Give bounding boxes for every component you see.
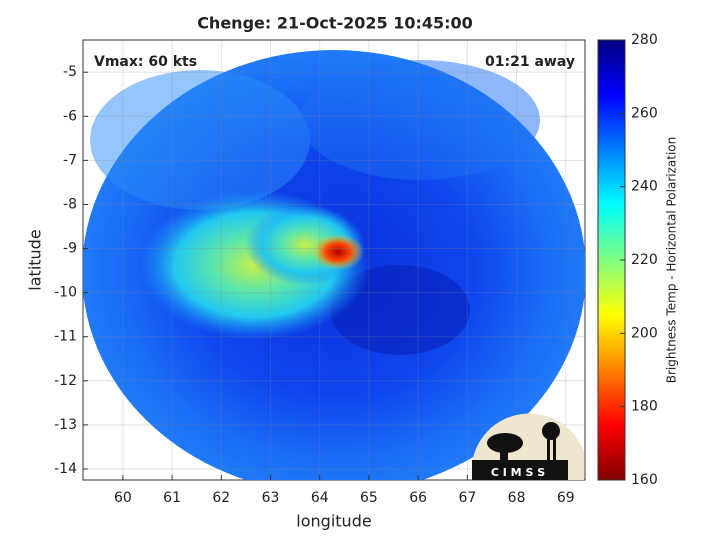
x-tick-label: 67 bbox=[458, 490, 476, 506]
y-tick-label: -10 bbox=[54, 285, 77, 301]
y-tick-label: -5 bbox=[63, 64, 77, 80]
colorbar-tick-label: 240 bbox=[631, 179, 658, 195]
x-tick-label: 66 bbox=[409, 490, 427, 506]
y-tick-label: -8 bbox=[63, 196, 77, 212]
colorbar-label: Brightness Temp - Horizontal Polarizatio… bbox=[665, 137, 679, 384]
x-tick-label: 61 bbox=[163, 490, 181, 506]
y-tick-label: -13 bbox=[54, 417, 77, 433]
colorbar-tick-label: 220 bbox=[631, 252, 658, 268]
logo: C I M S S bbox=[471, 413, 584, 480]
x-tick-label: 64 bbox=[311, 490, 329, 506]
colorbar-tick-label: 280 bbox=[631, 32, 658, 48]
y-tick-label: -7 bbox=[63, 152, 77, 168]
annotation: 01:21 away bbox=[485, 54, 575, 70]
x-tick-label: 62 bbox=[212, 490, 230, 506]
logo-text: C I M S S bbox=[491, 466, 545, 479]
colorbar-tick-label: 200 bbox=[631, 325, 658, 341]
y-tick-label: -12 bbox=[54, 373, 77, 389]
x-tick-label: 60 bbox=[114, 490, 132, 506]
y-axis-label: latitude bbox=[26, 229, 45, 290]
colorbar-tick-label: 180 bbox=[631, 399, 658, 415]
chart-title: Chenge: 21-Oct-2025 10:45:00 bbox=[197, 14, 473, 33]
y-tick-label: -9 bbox=[63, 241, 77, 257]
colorbar-tick-label: 160 bbox=[631, 472, 658, 488]
y-tick-label: -11 bbox=[54, 329, 77, 345]
x-tick-label: 65 bbox=[360, 490, 378, 506]
x-tick-label: 68 bbox=[508, 490, 526, 506]
x-tick-label: 69 bbox=[557, 490, 575, 506]
image bbox=[83, 50, 585, 480]
y-tick-label: -6 bbox=[63, 108, 77, 124]
x-tick-label: 63 bbox=[262, 490, 280, 506]
y-tick-label: -14 bbox=[54, 461, 77, 477]
x-axis-label: longitude bbox=[296, 512, 371, 531]
colorbar-tick-label: 260 bbox=[631, 105, 658, 121]
annotation: Vmax: 60 kts bbox=[94, 54, 197, 70]
